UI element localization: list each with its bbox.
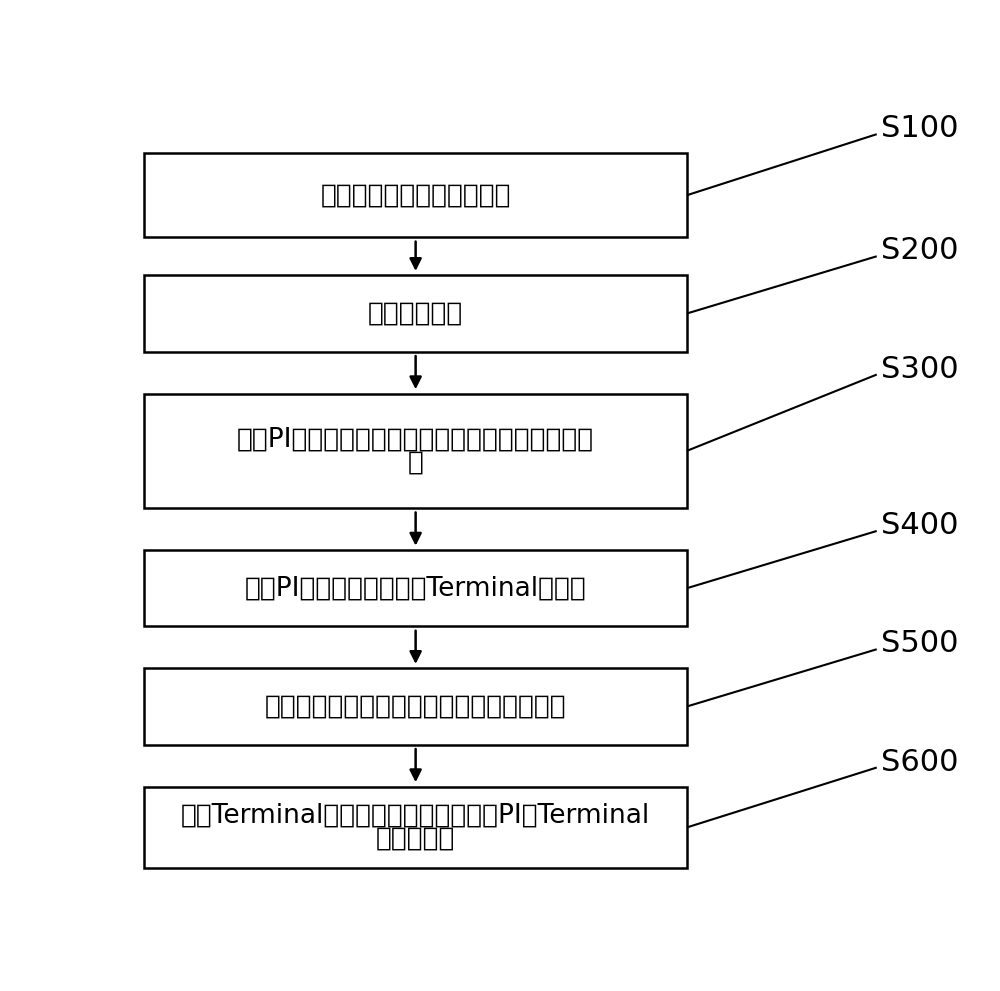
Text: S300: S300	[881, 355, 958, 384]
Bar	[144, 550, 687, 626]
Bar	[144, 668, 687, 744]
Text: 值: 值	[408, 449, 424, 476]
Text: 根据PI型偏差信号，定义Terminal滑模面: 根据PI型偏差信号，定义Terminal滑模面	[245, 575, 586, 602]
Text: 根据Terminal滑模面和名义模型，得到PI型Terminal: 根据Terminal滑模面和名义模型，得到PI型Terminal	[181, 803, 650, 829]
Text: 滑模控制器: 滑模控制器	[376, 826, 455, 852]
Text: S200: S200	[881, 237, 958, 266]
Text: 定义PI型偏差信号为台车期待轨迹与复合信号的差: 定义PI型偏差信号为台车期待轨迹与复合信号的差	[237, 426, 594, 453]
Text: S500: S500	[881, 629, 958, 658]
Text: S600: S600	[881, 747, 958, 777]
Text: S400: S400	[881, 511, 958, 540]
Bar	[144, 787, 687, 868]
Text: S100: S100	[881, 114, 958, 144]
Bar	[144, 275, 687, 352]
Bar	[144, 154, 687, 237]
Bar	[144, 393, 687, 508]
Text: 定义桥式吊车系统双摆模型: 定义桥式吊车系统双摆模型	[320, 182, 511, 208]
Text: 根据桥式吊车系统双摆模型，定义名义模型: 根据桥式吊车系统双摆模型，定义名义模型	[265, 694, 566, 719]
Text: 引入复合信号: 引入复合信号	[368, 300, 463, 326]
